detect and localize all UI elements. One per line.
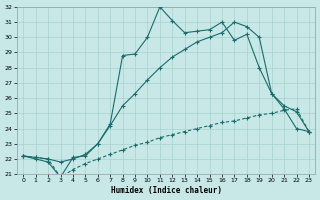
X-axis label: Humidex (Indice chaleur): Humidex (Indice chaleur) [111, 186, 221, 195]
